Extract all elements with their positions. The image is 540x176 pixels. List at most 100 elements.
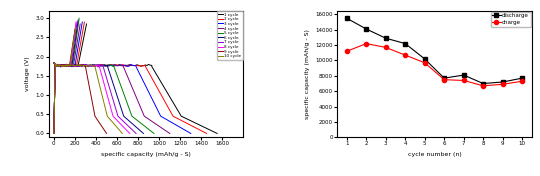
3 cycle bbox=[175, 125, 181, 127]
7 cycle bbox=[64, 65, 70, 67]
3 cycle bbox=[71, 64, 78, 66]
Line: 10 cycle: 10 cycle bbox=[54, 63, 123, 133]
1 cycle bbox=[127, 64, 134, 66]
discharge bbox=[519, 77, 525, 79]
3 cycle bbox=[126, 65, 132, 67]
2 cycle bbox=[51, 62, 57, 64]
Line: 7 cycle: 7 cycle bbox=[54, 63, 136, 133]
charge bbox=[519, 80, 525, 82]
8 cycle bbox=[92, 65, 99, 67]
5 cycle bbox=[98, 64, 104, 67]
Legend: 1 cycle, 2 cycle, 3 cycle, 4 cycle, 5 cycle, 6 cycle, 7 cycle, 8 cycle, 9 cycle,: 1 cycle, 2 cycle, 3 cycle, 4 cycle, 5 cy… bbox=[217, 11, 242, 59]
3 cycle bbox=[180, 128, 186, 130]
8 cycle bbox=[65, 64, 72, 66]
4 cycle bbox=[156, 125, 162, 127]
6 cycle bbox=[68, 64, 75, 66]
1 cycle bbox=[82, 65, 88, 67]
7 cycle bbox=[90, 64, 96, 67]
9 cycle bbox=[59, 64, 66, 66]
7 cycle bbox=[133, 132, 139, 134]
Line: 2 cycle: 2 cycle bbox=[54, 63, 207, 133]
6 cycle bbox=[140, 132, 147, 134]
6 cycle bbox=[132, 125, 138, 127]
10 cycle bbox=[51, 62, 57, 64]
6 cycle bbox=[100, 64, 106, 66]
2 cycle bbox=[189, 125, 195, 127]
5 cycle bbox=[151, 132, 157, 134]
5 cycle bbox=[51, 62, 57, 64]
9 cycle bbox=[62, 64, 68, 67]
8 cycle bbox=[126, 132, 133, 134]
7 cycle bbox=[67, 64, 73, 66]
Y-axis label: specific capacity (mAh/g - S): specific capacity (mAh/g - S) bbox=[305, 29, 310, 119]
9 cycle bbox=[80, 64, 86, 66]
6 cycle bbox=[93, 64, 99, 66]
Line: 4 cycle: 4 cycle bbox=[54, 63, 170, 133]
charge bbox=[422, 62, 428, 64]
7 cycle bbox=[96, 64, 103, 66]
4 cycle bbox=[105, 64, 112, 66]
1 cycle bbox=[214, 132, 220, 134]
8 cycle bbox=[119, 125, 126, 127]
5 cycle bbox=[145, 128, 151, 130]
3 cycle bbox=[77, 65, 83, 67]
charge bbox=[441, 79, 448, 81]
Line: discharge: discharge bbox=[345, 16, 524, 86]
5 cycle bbox=[66, 65, 72, 67]
Line: charge: charge bbox=[345, 42, 524, 88]
8 cycle bbox=[51, 62, 57, 64]
charge bbox=[402, 54, 408, 56]
9 cycle bbox=[98, 125, 105, 127]
8 cycle bbox=[63, 64, 69, 67]
charge bbox=[500, 83, 506, 85]
10 cycle bbox=[83, 65, 90, 67]
discharge bbox=[422, 58, 428, 60]
2 cycle bbox=[123, 65, 129, 67]
discharge bbox=[480, 83, 487, 85]
charge bbox=[343, 50, 350, 52]
discharge bbox=[500, 81, 506, 83]
2 cycle bbox=[80, 64, 86, 66]
10 cycle bbox=[89, 64, 95, 66]
10 cycle bbox=[113, 125, 119, 127]
discharge bbox=[402, 43, 408, 45]
8 cycle bbox=[122, 128, 129, 130]
Legend: discharge, charge: discharge, charge bbox=[490, 12, 531, 27]
3 cycle bbox=[115, 65, 122, 67]
8 cycle bbox=[86, 65, 93, 67]
4 cycle bbox=[166, 132, 173, 134]
X-axis label: cycle number (n): cycle number (n) bbox=[408, 152, 461, 157]
charge bbox=[480, 85, 487, 87]
charge bbox=[382, 46, 389, 48]
discharge bbox=[441, 77, 448, 79]
9 cycle bbox=[100, 128, 107, 130]
4 cycle bbox=[73, 64, 79, 66]
discharge bbox=[382, 37, 389, 39]
2 cycle bbox=[194, 128, 201, 130]
Line: 5 cycle: 5 cycle bbox=[54, 63, 154, 133]
3 cycle bbox=[51, 62, 57, 64]
4 cycle bbox=[51, 62, 57, 64]
5 cycle bbox=[141, 125, 148, 127]
2 cycle bbox=[204, 132, 210, 134]
discharge bbox=[343, 17, 350, 19]
Line: 1 cycle: 1 cycle bbox=[54, 63, 217, 133]
1 cycle bbox=[51, 62, 57, 64]
4 cycle bbox=[114, 65, 121, 67]
discharge bbox=[461, 74, 467, 76]
Line: 6 cycle: 6 cycle bbox=[54, 63, 144, 133]
9 cycle bbox=[76, 64, 82, 67]
6 cycle bbox=[135, 128, 141, 130]
7 cycle bbox=[125, 125, 132, 127]
2 cycle bbox=[73, 65, 80, 67]
charge bbox=[461, 79, 467, 81]
Line: 3 cycle: 3 cycle bbox=[54, 63, 191, 133]
charge bbox=[363, 43, 369, 45]
9 cycle bbox=[103, 132, 110, 134]
10 cycle bbox=[62, 65, 68, 67]
X-axis label: specific capacity (mAh/g - S): specific capacity (mAh/g - S) bbox=[101, 152, 191, 157]
Line: 8 cycle: 8 cycle bbox=[54, 63, 130, 133]
9 cycle bbox=[51, 62, 57, 64]
7 cycle bbox=[51, 62, 57, 64]
6 cycle bbox=[65, 65, 71, 67]
